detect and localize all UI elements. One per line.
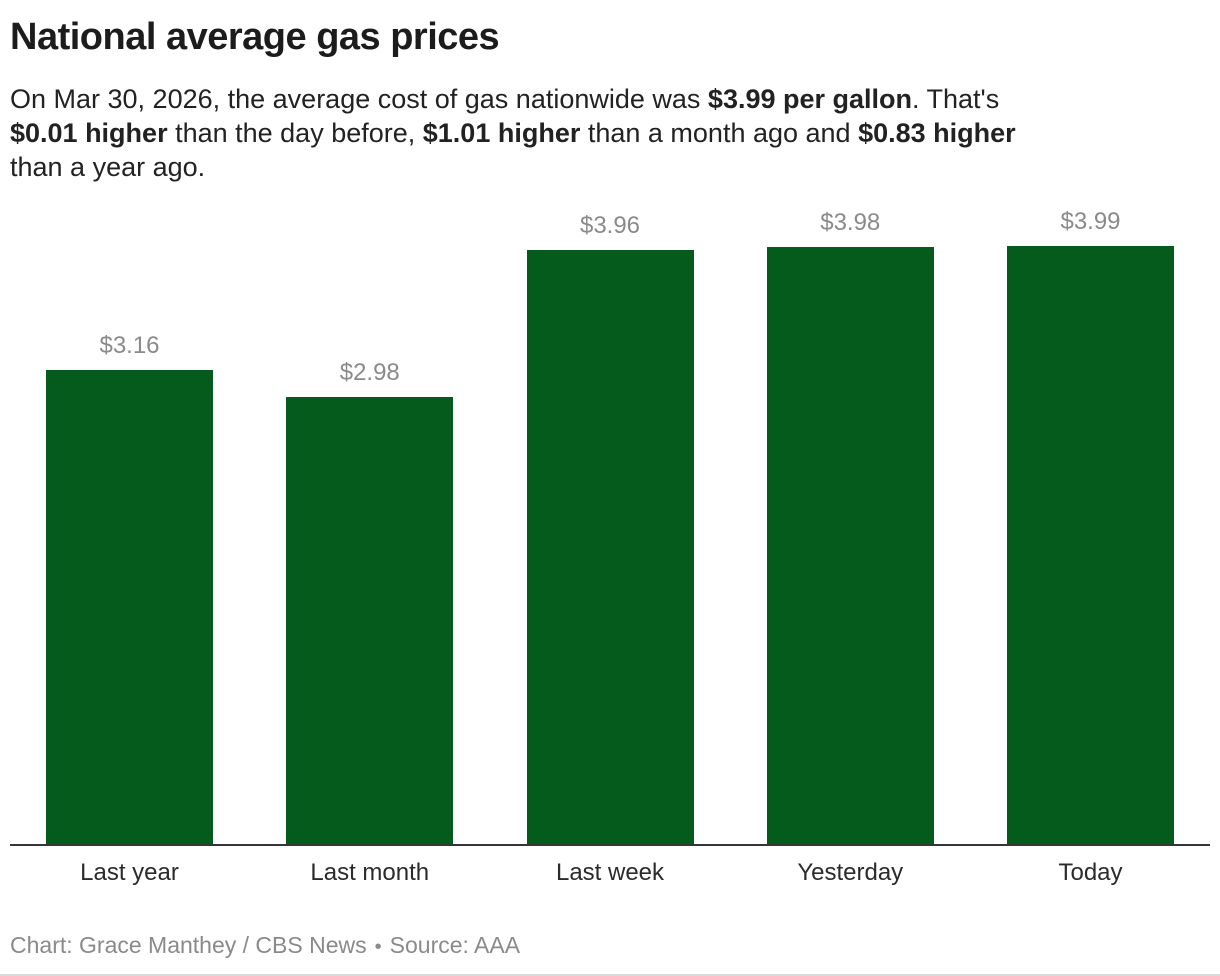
- bar: [526, 250, 694, 844]
- chart-source: Source: AAA: [389, 932, 521, 958]
- subtitle-text: . That's: [912, 84, 1000, 114]
- bar-chart-plot: $3.16 $2.98 $3.96 $3.98 $3.99: [10, 198, 1210, 846]
- bar-value-label: $3.96: [579, 212, 641, 239]
- bar: [286, 397, 454, 844]
- bar-value-label: $3.98: [820, 209, 881, 236]
- footer-separator-dot: •: [374, 936, 382, 958]
- subtitle-highlight: $3.99 per gallon: [707, 84, 913, 114]
- bar: [46, 370, 213, 844]
- subtitle-text: than a month ago and: [580, 118, 859, 148]
- subtitle-highlight: $0.01 higher: [10, 118, 168, 148]
- bar-value-label: $3.99: [1060, 208, 1121, 235]
- bar-column: $3.16: [46, 331, 213, 844]
- chart-footer: Chart: Grace Manthey / CBS News • Source: …: [10, 931, 520, 961]
- bar-column: $3.99: [1007, 207, 1174, 844]
- chart-credit: Chart: Grace Manthey / CBS News: [10, 932, 367, 958]
- subtitle-highlight: $1.01 higher: [422, 118, 581, 148]
- bar-value-label: $2.98: [339, 359, 400, 386]
- x-axis-labels: Last year Last month Last week Yesterday Tod…: [10, 858, 1210, 888]
- bar-column: $3.96: [526, 211, 694, 844]
- chart-title: National average gas prices: [10, 16, 500, 58]
- subtitle-highlight: $0.83 higher: [858, 118, 1016, 148]
- bar-value-label: $3.16: [99, 332, 160, 359]
- x-axis-label: Yesterday: [797, 859, 904, 886]
- bar: [1007, 246, 1174, 844]
- subtitle-text: than the day before,: [167, 118, 423, 148]
- subtitle-text: than a year ago.: [10, 152, 206, 182]
- bar: [766, 247, 934, 844]
- bar-column: $2.98: [286, 358, 454, 844]
- subtitle-text: On Mar 30, 2026, the average cost of gas…: [10, 84, 708, 114]
- chart-subtitle: On Mar 30, 2026, the average cost of gas…: [10, 82, 1210, 184]
- x-axis-label: Today: [1058, 859, 1123, 886]
- x-axis-label: Last year: [80, 859, 179, 886]
- chart-header: National average gas prices On Mar 30, 2…: [0, 0, 1220, 184]
- x-axis-label: Last week: [555, 859, 665, 886]
- bar-column: $3.98: [766, 208, 934, 844]
- x-axis-label: Last month: [310, 859, 430, 886]
